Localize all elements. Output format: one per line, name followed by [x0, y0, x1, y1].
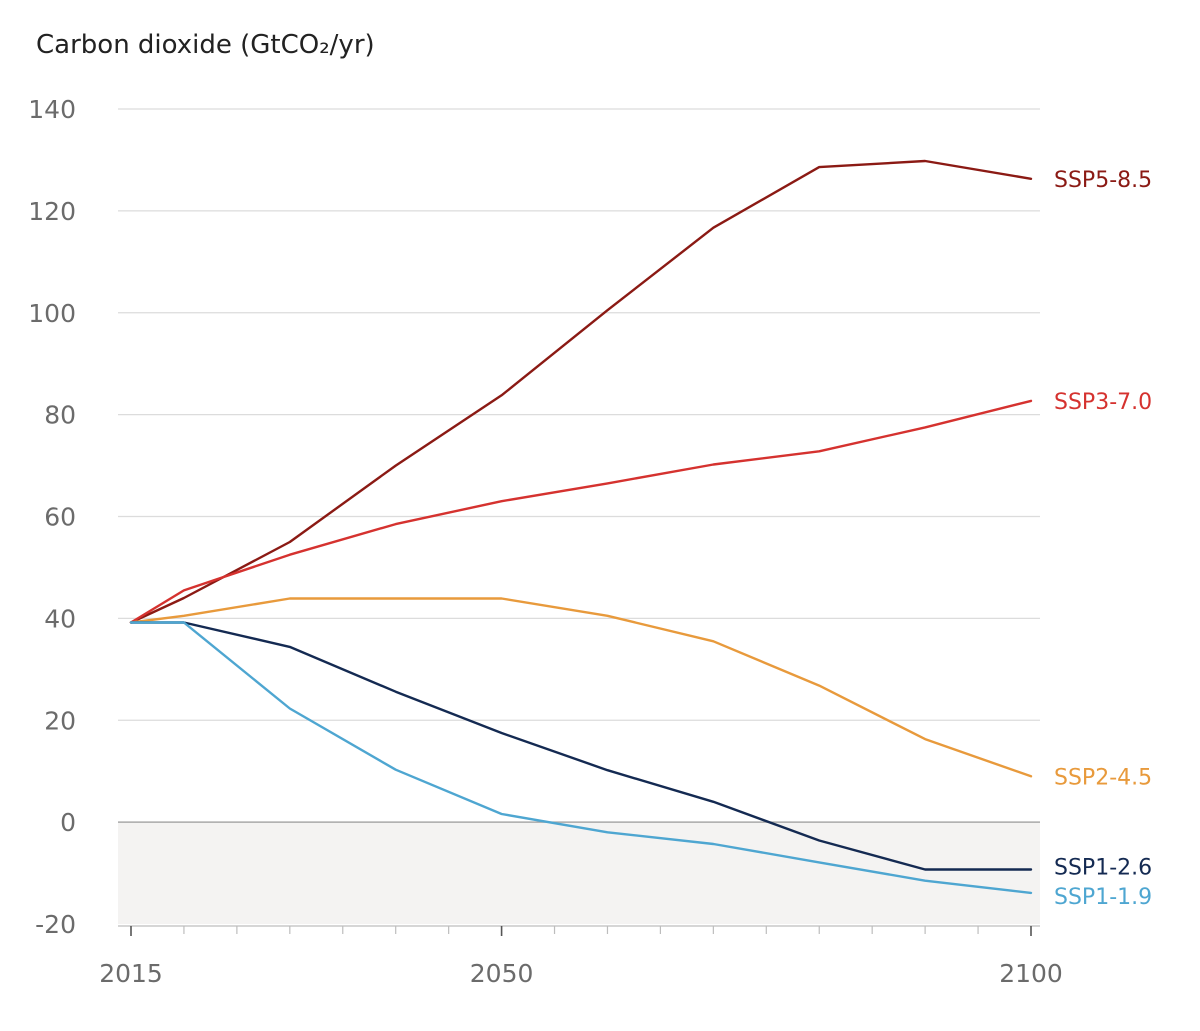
- x-tick-label: 2100: [999, 959, 1063, 988]
- x-tick-label: 2050: [470, 959, 534, 988]
- y-tick-label: 120: [28, 197, 76, 226]
- y-tick-label: 40: [44, 604, 76, 633]
- series-line-ssp1-1.9: [129, 621, 1033, 895]
- gridlines: [118, 108, 1040, 823]
- series-label-ssp1-1.9: SSP1-1.9: [1054, 885, 1152, 910]
- y-axis-ticks: -20 0 20 40 60 80 100 120 140: [28, 95, 76, 939]
- series-label-ssp3-7.0: SSP3-7.0: [1054, 390, 1152, 415]
- series-label-ssp2-4.5: SSP2-4.5: [1054, 765, 1152, 790]
- series-labels: SSP5-8.5 SSP3-7.0 SSP2-4.5 SSP1-2.6 SSP1-1.9: [1054, 168, 1152, 910]
- y-tick-label: 140: [28, 95, 76, 124]
- series-label-ssp1-2.6: SSP1-2.6: [1054, 855, 1152, 880]
- series-line-ssp2-4.5: [129, 597, 1033, 778]
- x-tick-label: 2015: [99, 959, 163, 988]
- below-zero-band: [118, 822, 1040, 924]
- x-axis: 2015 2050 2100: [99, 925, 1063, 988]
- series-lines: [129, 159, 1033, 895]
- y-tick-label: -20: [35, 910, 76, 939]
- y-tick-label: 20: [44, 706, 76, 735]
- series-line-ssp1-2.6: [129, 621, 1033, 871]
- chart-title: Carbon dioxide (GtCO₂/yr): [36, 30, 375, 60]
- series-line-ssp5-8.5: [129, 159, 1033, 624]
- negative-region-shading: [118, 822, 1040, 924]
- y-tick-label: 80: [44, 401, 76, 430]
- y-tick-label: 60: [44, 503, 76, 532]
- series-label-ssp5-8.5: SSP5-8.5: [1054, 168, 1152, 193]
- y-tick-label: 100: [28, 299, 76, 328]
- series-line-ssp3-7.0: [129, 399, 1033, 624]
- y-tick-label: 0: [60, 808, 76, 837]
